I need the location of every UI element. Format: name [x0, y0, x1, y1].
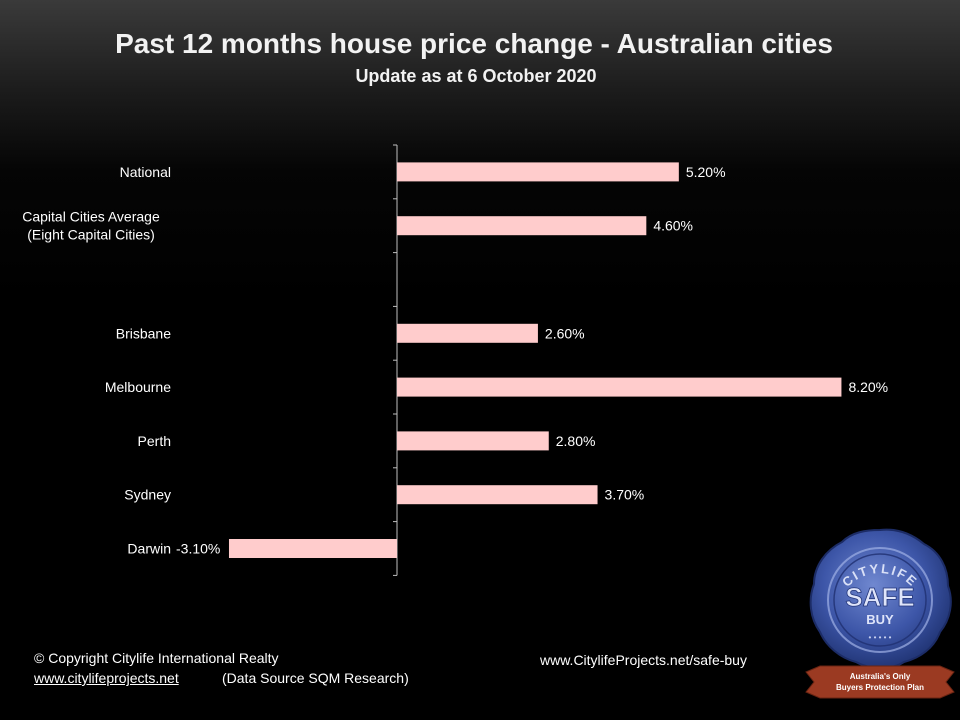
data-label: 4.60%	[653, 218, 693, 234]
category-label: Capital Cities Average (Eight Capital Cit…	[22, 209, 160, 243]
copyright-text: © Copyright Citylife International Realt…	[34, 650, 279, 666]
bar	[397, 162, 679, 182]
bar	[397, 216, 647, 236]
ribbon-line-2: Buyers Protection Plan	[836, 683, 924, 692]
data-label: 2.60%	[545, 325, 585, 341]
data-source-text: (Data Source SQM Research)	[222, 670, 409, 686]
category-label: Sydney	[124, 487, 171, 503]
bar	[397, 431, 549, 451]
seal-main-text: SAFE	[845, 582, 914, 612]
website-link[interactable]: www.citylifeprojects.net	[34, 670, 179, 686]
seal-sub-text: BUY	[866, 612, 894, 627]
category-label: Darwin	[127, 541, 171, 557]
category-label: Perth	[138, 433, 171, 449]
bar	[228, 539, 397, 558]
data-label: 3.70%	[605, 487, 645, 503]
data-label: 8.20%	[848, 379, 888, 395]
safe-buy-url: www.CitylifeProjects.net/safe-buy	[540, 652, 747, 668]
safe-buy-seal-logo: CITYLIFE SAFE BUY • • • • • Australia's …	[805, 528, 955, 699]
data-label: -3.10%	[176, 541, 220, 557]
chart-title: Past 12 months house price change - Aust…	[115, 28, 833, 59]
bar	[397, 377, 842, 397]
bar	[397, 323, 538, 343]
data-label: 2.80%	[556, 433, 596, 449]
category-label: National	[120, 164, 171, 180]
seal-dots: • • • • •	[869, 633, 892, 642]
bar	[397, 485, 598, 505]
ribbon-line-1: Australia's Only	[850, 672, 911, 681]
category-label: Brisbane	[116, 325, 171, 341]
category-label: Melbourne	[105, 379, 171, 395]
chart-subtitle: Update as at 6 October 2020	[355, 66, 597, 86]
data-label: 5.20%	[686, 164, 726, 180]
